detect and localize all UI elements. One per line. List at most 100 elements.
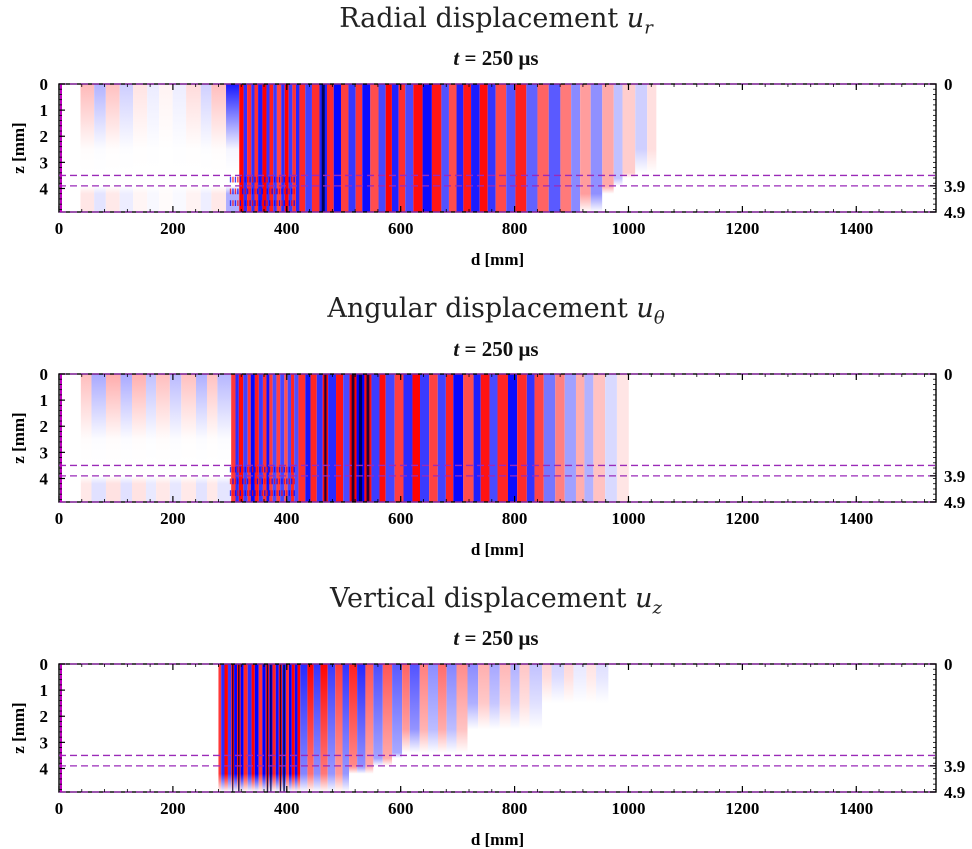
layer-oscillation: [229, 466, 232, 473]
layer-oscillation: [273, 478, 276, 485]
layer-oscillation: [271, 200, 273, 206]
layer-oscillation: [256, 188, 259, 195]
wave-stripe: [292, 84, 296, 212]
x-tick-label: 0: [55, 799, 64, 818]
wave-stripe: [269, 84, 274, 212]
wave-stripe: [172, 84, 187, 212]
wave-stripe: [251, 664, 255, 792]
wave-stripe: [272, 664, 276, 792]
layer-oscillation: [288, 200, 290, 206]
layer-oscillation: [288, 188, 290, 195]
layer-oscillation: [293, 200, 295, 206]
layer-oscillation: [283, 478, 286, 485]
layer-oscillation: [234, 176, 237, 183]
wave-stripe: [333, 84, 341, 212]
wave-stripe: [80, 84, 95, 212]
layer-oscillation: [261, 188, 264, 195]
layer-oscillation: [246, 200, 249, 206]
wave-stripe: [362, 84, 371, 212]
wave-core: [366, 374, 370, 502]
layer-oscillation: [286, 478, 288, 485]
layer-oscillation: [266, 188, 268, 195]
layer-oscillation: [281, 490, 283, 496]
wave-stripe: [243, 664, 248, 792]
wave-stripe: [448, 84, 457, 212]
x-tick-label: 200: [160, 509, 186, 528]
layer-oscillation: [276, 466, 278, 473]
layer-oscillation: [232, 490, 234, 496]
layer-oscillation: [234, 478, 237, 485]
wave-stripe: [262, 84, 267, 212]
wave-stripe: [181, 374, 197, 502]
layer-oscillation: [269, 200, 271, 206]
wave-stripe: [273, 84, 277, 212]
layer-oscillation: [278, 176, 281, 183]
layer-oscillation: [237, 466, 239, 473]
wave-stripe: [622, 84, 636, 212]
y-tick-label: 4: [40, 759, 49, 778]
wave-stripe: [284, 84, 289, 212]
wave-stripe: [506, 84, 516, 212]
wave-stripe: [429, 374, 438, 502]
title-text: Angular displacement: [327, 293, 628, 324]
wave-stripe: [489, 374, 498, 502]
layer-oscillation: [286, 490, 288, 496]
wave-stripe: [402, 664, 410, 792]
wave-stripe: [373, 664, 383, 792]
title-text: Radial displacement: [339, 3, 619, 34]
wave-stripe: [294, 374, 299, 502]
wave-stripe: [422, 84, 432, 212]
heatmap-plot: 0 200 400 600 800 1000 1200 1400 0 1 2 3 4 0 3.9 4.9 d […: [9, 75, 965, 269]
layer-oscillation: [251, 478, 254, 485]
layer-oscillation: [229, 176, 232, 183]
layer-oscillation: [232, 176, 234, 183]
wave-stripe: [299, 84, 306, 212]
wave-stripe: [145, 374, 157, 502]
wave-stripe: [254, 664, 259, 792]
layer-oscillation: [288, 466, 290, 473]
x-tick-label: 1200: [725, 219, 759, 238]
x-tick-label: 600: [388, 219, 414, 238]
layer-oscillation: [249, 478, 251, 485]
layer-oscillation: [264, 176, 266, 183]
wave-stripe: [467, 664, 479, 792]
wave-stripe: [392, 664, 403, 792]
layer-oscillation: [259, 490, 261, 496]
x-tick-label: 600: [388, 799, 414, 818]
displacement-field: [218, 664, 609, 792]
layer-oscillation: [286, 188, 288, 195]
wave-stripe: [420, 374, 430, 502]
wave-stripe: [269, 374, 273, 502]
layer-oscillation: [249, 200, 251, 206]
layer-oscillation: [237, 200, 239, 206]
title-symbol-sub: θ: [653, 307, 665, 329]
layer-oscillation: [269, 466, 271, 473]
layer-oscillation: [254, 490, 256, 496]
layer-oscillation: [234, 490, 237, 496]
layer-oscillation: [278, 490, 281, 496]
wave-stripe: [320, 664, 328, 792]
layer-oscillation: [283, 200, 286, 206]
y-tick-label: 4: [40, 469, 49, 488]
wave-stripe: [275, 664, 279, 792]
wave-stripe: [211, 84, 227, 212]
plot-frame: [58, 83, 937, 213]
layer-oscillation: [264, 478, 266, 485]
wave-stripe: [235, 374, 239, 502]
layer-oscillation: [266, 200, 268, 206]
wave-stripe: [328, 374, 337, 502]
layer-oscillation: [239, 200, 242, 206]
layer-oscillation: [266, 466, 268, 473]
layer-oscillation: [239, 478, 242, 485]
layer-oscillation: [251, 490, 254, 496]
wave-stripe: [131, 374, 146, 502]
wave-stripe: [534, 374, 544, 502]
x-tick-label: 400: [274, 509, 300, 528]
wave-stripe: [206, 374, 218, 502]
layer-oscillation: [283, 188, 286, 195]
wave-stripe: [284, 374, 288, 502]
wave-stripe: [272, 374, 277, 502]
layer-oscillation: [249, 176, 251, 183]
y-right-tick-label: 3.9: [944, 177, 965, 196]
layer-oscillation: [293, 466, 295, 473]
